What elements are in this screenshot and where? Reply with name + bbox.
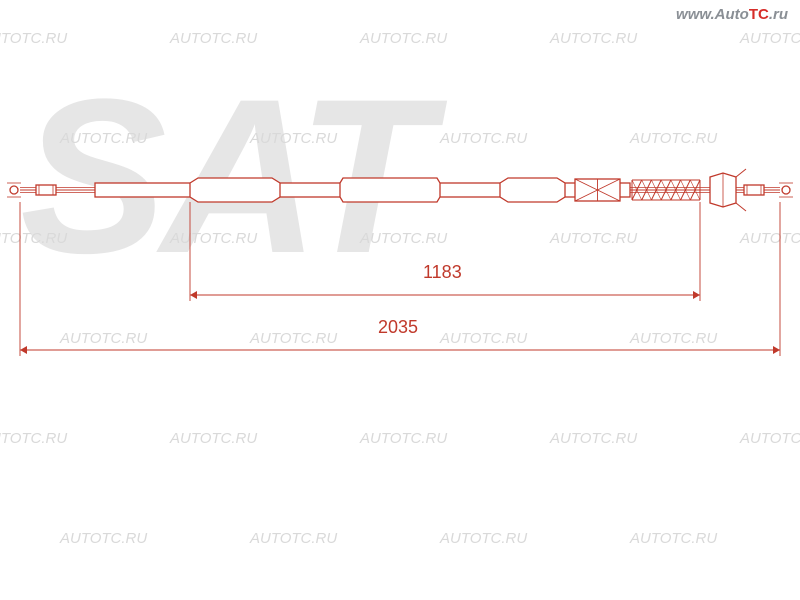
dimension-2035: 2035 — [378, 317, 418, 338]
technical-drawing — [0, 0, 800, 600]
dimension-1183: 1183 — [423, 262, 462, 283]
